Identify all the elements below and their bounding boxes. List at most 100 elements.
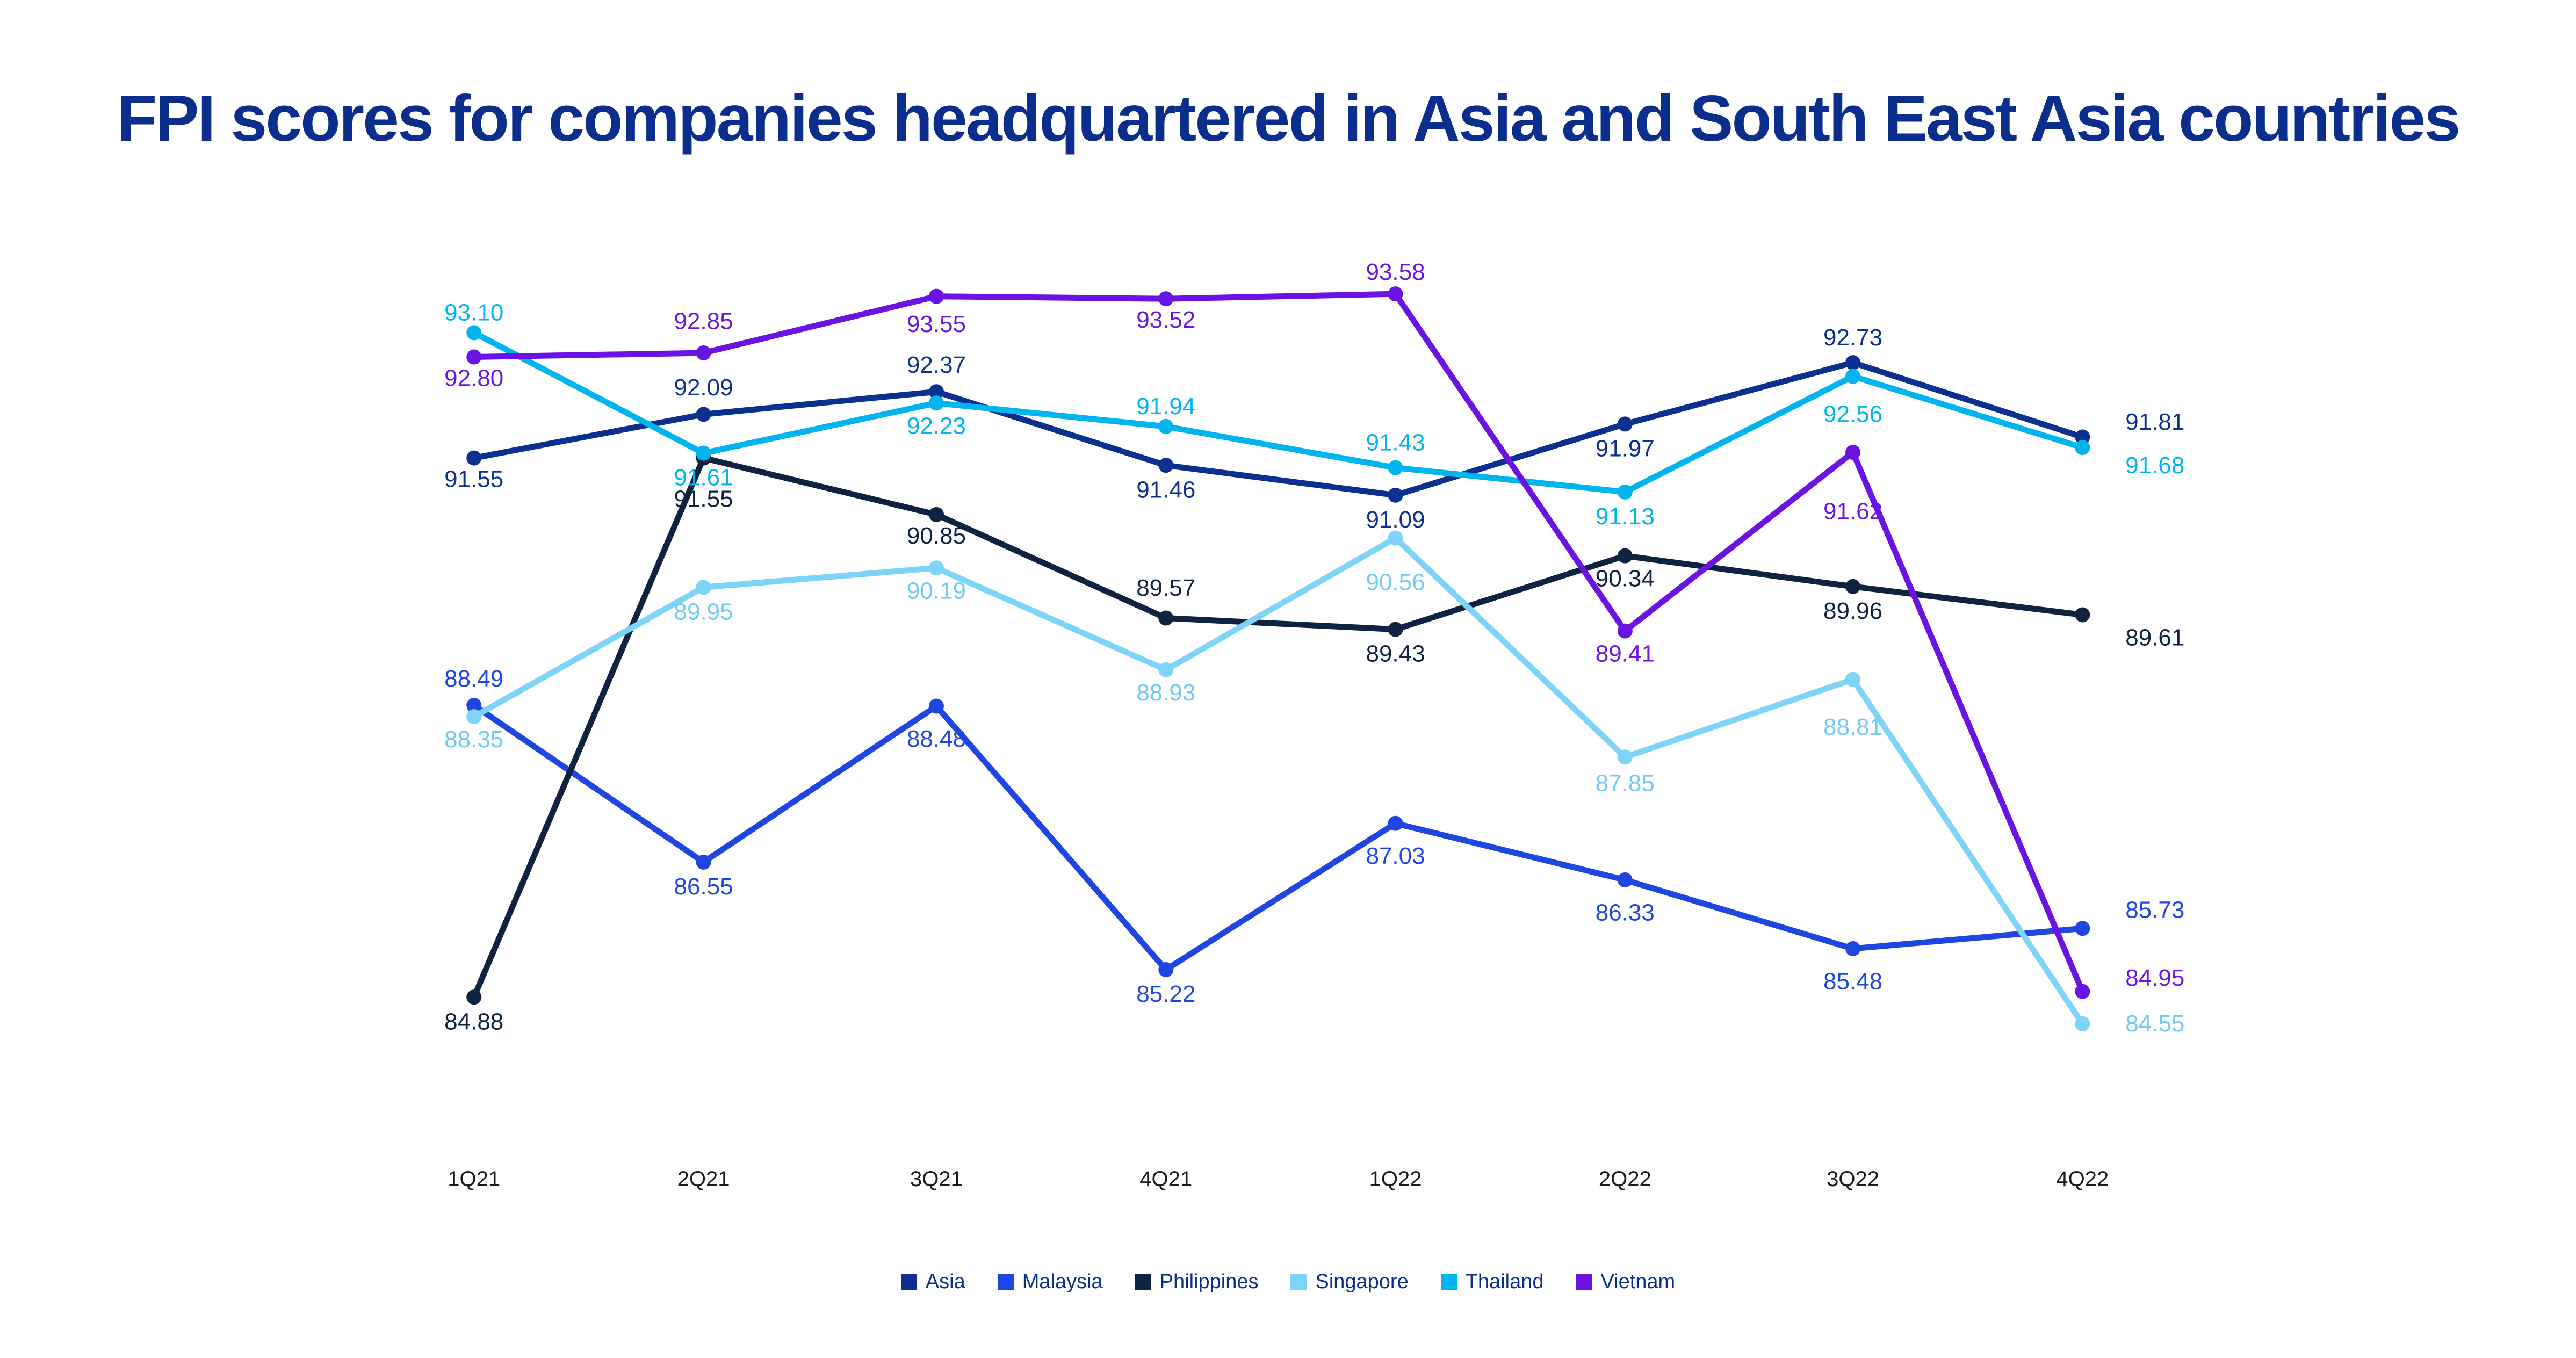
data-label: 91.81 — [2125, 409, 2184, 435]
data-label: 91.09 — [1366, 507, 1425, 533]
data-label: 91.46 — [1136, 476, 1195, 503]
data-label: 91.62 — [1823, 499, 1882, 525]
legend-swatch — [900, 1274, 917, 1290]
series-singapore: 88.35 89.95 90.19 88.93 90.56 87.85 88.81 84.55 — [444, 530, 2184, 1037]
data-point — [1617, 416, 1633, 432]
data-point — [1845, 369, 1861, 384]
data-label: 92.80 — [444, 365, 503, 391]
data-point — [1617, 484, 1633, 500]
data-point — [696, 580, 711, 595]
data-label: 86.33 — [1596, 900, 1655, 926]
data-label: 86.55 — [674, 873, 733, 900]
data-point — [2075, 921, 2090, 936]
legend-label: Singapore — [1315, 1270, 1409, 1293]
data-point — [1158, 458, 1174, 473]
data-label: 90.85 — [907, 523, 966, 549]
data-label: 88.48 — [907, 726, 966, 752]
x-tick-label: 3Q22 — [1827, 1167, 1879, 1191]
legend-swatch — [1576, 1274, 1592, 1290]
data-point — [1845, 671, 1861, 687]
legend-item-malaysia[interactable]: Malaysia — [997, 1270, 1103, 1294]
data-point — [1158, 662, 1174, 677]
series-vietnam: 92.80 92.85 93.55 93.52 93.58 89.41 91.62 84.95 — [444, 259, 2184, 999]
data-point — [696, 345, 711, 361]
data-label: 88.81 — [1823, 714, 1882, 740]
data-label: 92.73 — [1823, 324, 1882, 351]
data-label: 92.56 — [1823, 401, 1882, 427]
data-point — [928, 384, 944, 400]
data-point — [466, 349, 482, 365]
x-tick-label: 4Q22 — [2056, 1167, 2109, 1191]
data-label: 84.88 — [444, 1008, 503, 1035]
data-label: 92.85 — [674, 308, 733, 335]
data-label: 90.34 — [1596, 566, 1655, 592]
data-point — [1617, 548, 1633, 564]
legend-label: Vietnam — [1600, 1270, 1676, 1293]
legend-item-philippines[interactable]: Philippines — [1135, 1270, 1259, 1294]
data-point — [1388, 487, 1403, 503]
data-point — [1845, 355, 1861, 371]
legend-item-singapore[interactable]: Singapore — [1290, 1270, 1409, 1294]
legend-item-asia[interactable]: Asia — [900, 1270, 965, 1294]
legend-swatch — [1440, 1274, 1457, 1290]
data-point — [2075, 1016, 2090, 1031]
data-point — [1845, 579, 1861, 594]
data-label: 90.19 — [907, 577, 966, 604]
data-point — [1845, 941, 1861, 956]
data-point — [1388, 815, 1403, 831]
data-label: 91.13 — [1596, 503, 1655, 530]
series-asia: 91.55 92.09 92.37 91.46 91.09 91.97 92.73 91.81 — [444, 324, 2184, 533]
legend-swatch — [1135, 1274, 1151, 1290]
data-point — [1617, 872, 1633, 888]
data-point — [2075, 440, 2090, 456]
data-label: 88.35 — [444, 726, 503, 753]
data-label: 89.61 — [2125, 625, 2184, 651]
data-point — [2075, 607, 2090, 623]
x-tick-label: 2Q21 — [677, 1167, 730, 1191]
data-point — [1158, 962, 1174, 978]
legend-item-vietnam[interactable]: Vietnam — [1576, 1270, 1675, 1294]
data-point — [466, 450, 482, 466]
data-point — [466, 325, 482, 341]
series-line — [472, 535, 2085, 1025]
data-label: 84.95 — [2125, 965, 2184, 991]
series-line — [473, 359, 2084, 499]
legend-swatch — [1290, 1274, 1307, 1290]
data-point — [466, 989, 482, 1005]
series-line — [472, 703, 2083, 973]
data-label: 88.49 — [444, 666, 503, 692]
legend-item-thailand[interactable]: Thailand — [1440, 1270, 1543, 1294]
data-label: 89.43 — [1366, 641, 1425, 667]
data-point — [1845, 445, 1861, 460]
data-point — [928, 288, 944, 304]
data-point — [466, 698, 482, 713]
data-label: 90.56 — [1366, 569, 1425, 596]
data-point — [1388, 286, 1403, 302]
data-label: 91.97 — [1596, 436, 1655, 462]
data-point — [466, 709, 482, 725]
legend-label: Philippines — [1159, 1270, 1259, 1293]
data-point — [696, 854, 711, 870]
series-thailand: 93.10 91.61 92.23 91.94 91.43 91.13 92.56 91.68 — [444, 300, 2184, 530]
series-malaysia: 88.49 86.55 88.48 85.22 87.03 86.33 85.48 85.73 — [444, 666, 2184, 1007]
x-tick-label: 2Q22 — [1599, 1167, 1651, 1191]
data-point — [1388, 622, 1403, 637]
data-point — [1158, 418, 1174, 434]
data-point — [1617, 623, 1633, 639]
data-label: 92.37 — [907, 352, 966, 378]
data-label: 85.48 — [1823, 968, 1882, 994]
data-label: 89.95 — [674, 598, 733, 625]
x-tick-label: 1Q21 — [448, 1167, 500, 1191]
data-label: 92.09 — [674, 374, 733, 401]
data-label: 91.55 — [444, 466, 503, 493]
series-line — [471, 455, 2083, 999]
x-tick-label: 4Q21 — [1139, 1167, 1192, 1191]
series-line — [472, 330, 2083, 495]
data-point — [1158, 610, 1174, 626]
data-point — [2075, 984, 2090, 999]
data-label: 89.96 — [1823, 598, 1882, 624]
data-point — [696, 445, 711, 461]
data-label: 91.94 — [1136, 393, 1195, 420]
data-label: 91.55 — [674, 486, 733, 512]
chart-title: FPI scores for companies headquartered i… — [117, 82, 2461, 155]
